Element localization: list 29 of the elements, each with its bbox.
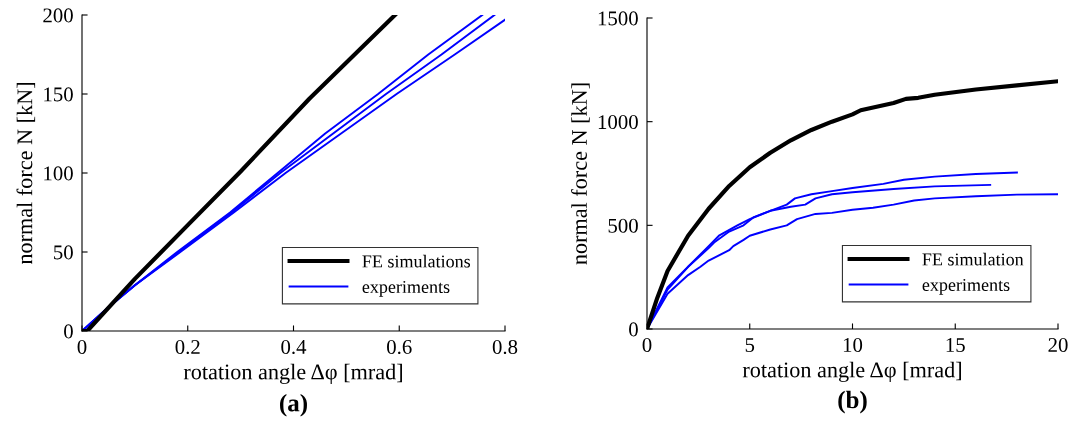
x-tick-label: 0.4	[281, 339, 307, 355]
y-tick-label: 50	[54, 245, 73, 260]
legend-label: FE simulations	[362, 254, 471, 268]
x-tick-label: 0.6	[387, 339, 412, 355]
x-tick-label: 0	[642, 337, 652, 352]
y-axis-title: normal force N [kN]	[16, 83, 36, 265]
y-tick-label: 1500	[598, 11, 638, 26]
y-tick-label: 200	[43, 8, 73, 23]
x-axis-title: rotation angle Δφ [mrad]	[183, 363, 402, 384]
x-tick-label: 0.2	[175, 339, 200, 355]
x-tick-label: 10	[843, 337, 863, 352]
legend-label: FE simulation	[922, 252, 1024, 266]
text: (b)	[838, 390, 867, 414]
y-tick-label: 0	[64, 324, 73, 339]
y-tick-label: 150	[44, 87, 73, 102]
x-tick-label: 0.8	[492, 339, 518, 355]
y-tick-label: 1000	[598, 115, 638, 130]
y-tick-label: 500	[608, 218, 638, 233]
legend-label: experiments	[362, 280, 450, 297]
legend-label: experiments	[922, 278, 1010, 295]
x-axis-title: rotation angle Δφ [mrad]	[742, 361, 961, 382]
y-tick-label: 100	[44, 166, 73, 181]
y-axis-title: normal force N [kN]	[571, 83, 590, 265]
x-tick-label: 5	[745, 338, 755, 352]
x-tick-label: 20	[1048, 337, 1068, 352]
x-tick-label: 15	[946, 338, 965, 352]
y-tick-label: 0	[629, 322, 638, 337]
text: (a)	[280, 393, 307, 417]
x-tick-label: 0	[77, 339, 87, 354]
